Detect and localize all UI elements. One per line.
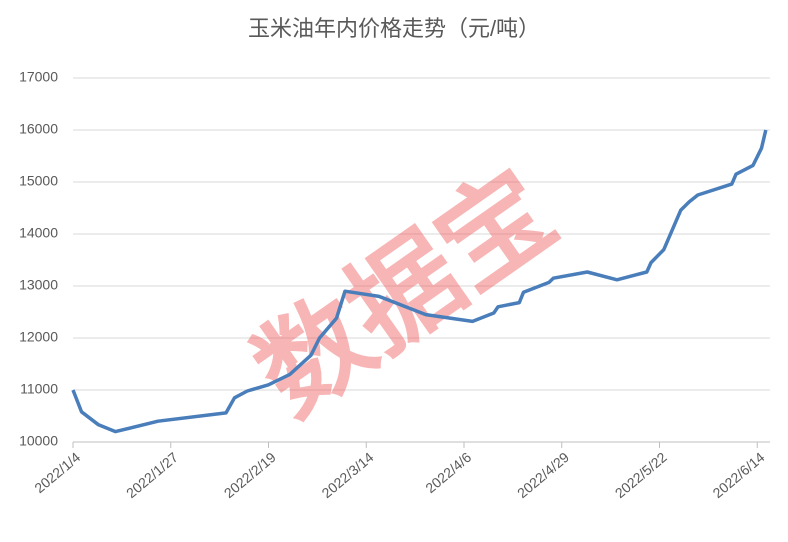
y-tick-label: 16000 — [19, 121, 58, 137]
y-tick-label: 17000 — [19, 69, 58, 85]
y-tick-label: 14000 — [19, 225, 58, 241]
y-tick-label: 12000 — [19, 329, 58, 345]
chart-title: 玉米油年内价格走势（元/吨） — [248, 16, 540, 41]
y-tick-label: 15000 — [19, 173, 58, 189]
y-tick-label: 11000 — [20, 381, 58, 397]
line-series — [71, 129, 768, 434]
y-tick-label: 13000 — [19, 277, 58, 293]
y-tick-label: 10000 — [19, 433, 58, 449]
